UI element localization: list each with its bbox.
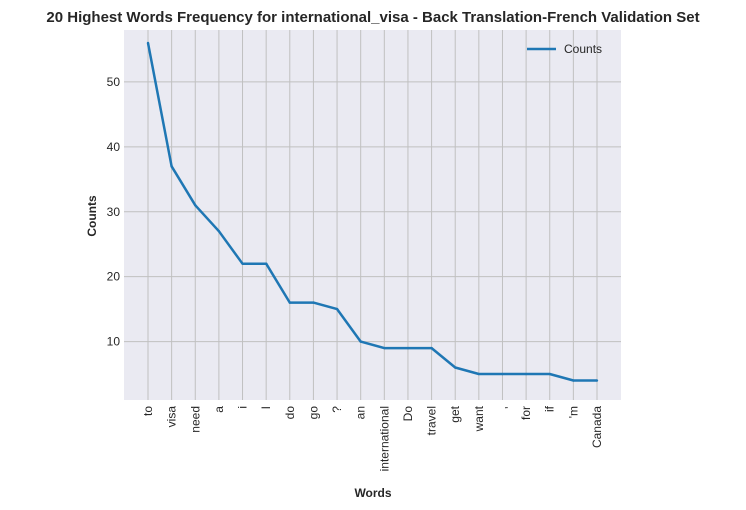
x-tick-label: I bbox=[259, 406, 273, 409]
plot-area bbox=[124, 30, 621, 400]
x-gridlines bbox=[147, 30, 598, 400]
y-tick-label: 30 bbox=[107, 205, 121, 219]
x-tick-label: want bbox=[472, 405, 486, 432]
data-point bbox=[335, 307, 339, 311]
data-point bbox=[312, 301, 315, 304]
x-tick-label: travel bbox=[425, 406, 439, 435]
data-point bbox=[217, 230, 221, 233]
y-tick-label: 20 bbox=[107, 270, 121, 284]
x-tick-label: go bbox=[306, 406, 320, 420]
x-axis-label: Words bbox=[354, 486, 391, 500]
x-tick-label: 'm bbox=[566, 406, 580, 418]
y-tick-label: 40 bbox=[107, 140, 121, 154]
data-point bbox=[406, 346, 410, 350]
x-tick-label: visa bbox=[165, 406, 179, 428]
y-tick-labels: 10 20 30 40 50 bbox=[107, 75, 121, 349]
x-tick-label: i bbox=[236, 406, 250, 409]
x-tick-label: international bbox=[377, 406, 391, 471]
data-point bbox=[146, 41, 150, 45]
chart-title: 20 Highest Words Frequency for internati… bbox=[46, 9, 699, 26]
y-tick-label: 10 bbox=[107, 335, 121, 349]
data-point bbox=[430, 346, 433, 350]
data-point bbox=[264, 262, 268, 265]
y-tick-label: 50 bbox=[107, 75, 121, 89]
data-point bbox=[194, 204, 197, 207]
x-tick-label: a bbox=[212, 406, 226, 413]
data-point bbox=[383, 346, 386, 350]
data-point bbox=[501, 372, 504, 376]
data-point bbox=[454, 366, 457, 369]
y-axis-label: Counts bbox=[85, 195, 99, 237]
x-tick-label: need bbox=[188, 406, 202, 433]
data-point bbox=[477, 372, 481, 376]
series-line-counts bbox=[146, 42, 597, 382]
data-point bbox=[548, 372, 551, 376]
legend: Counts bbox=[527, 42, 602, 56]
data-point bbox=[572, 379, 575, 382]
x-tick-label: for bbox=[519, 406, 533, 420]
x-tick-label: get bbox=[448, 405, 462, 422]
y-gridlines bbox=[124, 81, 621, 343]
data-point bbox=[595, 379, 599, 382]
x-tick-label: to bbox=[141, 406, 155, 416]
legend-label: Counts bbox=[564, 42, 602, 56]
data-point bbox=[288, 301, 291, 304]
data-point bbox=[524, 372, 528, 376]
data-point bbox=[170, 165, 173, 168]
x-tick-label: Canada bbox=[590, 406, 604, 448]
x-tick-label: if bbox=[543, 405, 557, 412]
data-point bbox=[241, 262, 244, 265]
x-tick-label: ? bbox=[330, 406, 344, 413]
series-layer bbox=[146, 41, 599, 382]
x-tick-label: Do bbox=[401, 406, 415, 422]
x-tick-label: an bbox=[354, 406, 368, 419]
data-point bbox=[359, 340, 362, 343]
x-tick-label: , bbox=[495, 406, 509, 409]
x-tick-label: do bbox=[283, 406, 297, 420]
